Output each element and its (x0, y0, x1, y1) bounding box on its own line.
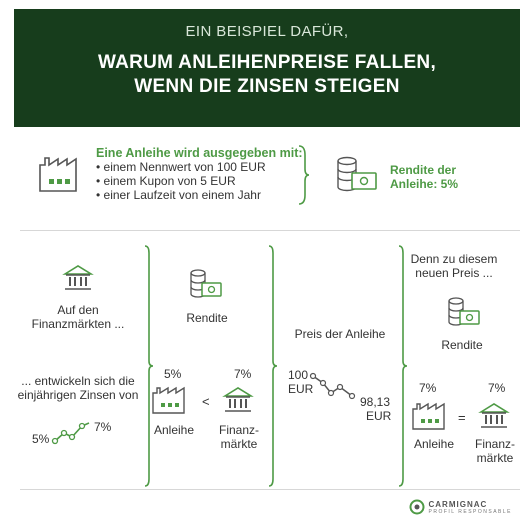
col1-rate-to: 7% (94, 420, 112, 434)
intro-bullet-2: • einem Kupon von 5 EUR (96, 174, 236, 188)
col4-left-percent: 7% (419, 381, 437, 395)
col3-divider-brace (398, 245, 408, 487)
carmignac-logo: CARMIGNAC PROFIL RESPONSABLE (409, 499, 513, 515)
col4-right-percent: 7% (488, 381, 506, 395)
brand-tagline: PROFIL RESPONSABLE (428, 508, 512, 515)
intro-bullet-3: • einer Laufzeit von einem Jahr (96, 188, 261, 202)
header-title: WARUM ANLEIHENPREISE FALLEN, WENN DIE ZI… (14, 51, 520, 99)
col2-divider-brace (268, 245, 278, 487)
col2-coins-money-icon (190, 269, 222, 298)
col2-factory-icon (152, 386, 185, 414)
col4-equals-operator: = (458, 410, 466, 425)
col2-finanz-line2: märkte (220, 437, 258, 451)
col4-intro-line1: Denn zu diesem (410, 252, 498, 266)
col1-development-text: ... entwickeln sich die einjährigen Zins… (16, 374, 140, 402)
col4-factory-icon (412, 402, 445, 430)
footer-divider (20, 489, 520, 490)
col2-bank-building-icon (222, 387, 254, 412)
intro-bullet-1: • einem Nennwert von 100 EUR (96, 160, 266, 174)
col4-bank-building-icon (478, 403, 510, 428)
col4-rendite-label: Rendite (441, 338, 483, 352)
header-title-line2: WENN DIE ZINSEN STEIGEN (134, 76, 400, 97)
col1-label-line2: Finanzmärkten ... (31, 317, 125, 331)
col1-label-line1: Auf den (57, 303, 99, 317)
col3-start-value: 100 (288, 368, 309, 382)
col4-finanz-line2: märkte (476, 451, 514, 465)
col4-anleihe-label: Anleihe (414, 437, 455, 451)
col2-left-percent: 5% (164, 367, 182, 381)
col2-less-than-operator: < (202, 394, 210, 409)
col1-divider-brace (144, 245, 154, 487)
col2-right-percent: 7% (234, 367, 252, 381)
col1-label: Auf den Finanzmärkten ... (23, 303, 133, 331)
col2-anleihe-label: Anleihe (154, 423, 195, 437)
header-banner: EIN BEISPIEL DAFÜR, WARUM ANLEIHENPREISE… (14, 9, 520, 127)
col1-rate-from: 5% (32, 432, 50, 446)
col1-dev-line1: ... entwickeln sich die (21, 374, 135, 388)
factory-icon (39, 157, 77, 192)
col4-coins-money-icon (448, 297, 480, 326)
falling-price-line-icon (309, 372, 356, 400)
col2-rendite-label: Rendite (186, 311, 228, 325)
col4-intro-text: Denn zu diesem neuen Preis ... (406, 252, 502, 280)
header-title-line1: WARUM ANLEIHENPREISE FALLEN, (97, 52, 437, 73)
intro-rendite-line2: Anleihe: 5% (390, 177, 459, 191)
col2-finanzmaerkte-label: Finanz- märkte (214, 423, 264, 451)
col2-finanz-line1: Finanz- (218, 423, 259, 437)
header-kicker: EIN BEISPIEL DAFÜR, (185, 23, 349, 40)
carmignac-logo-text: CARMIGNAC PROFIL RESPONSABLE (429, 500, 513, 515)
intro-rendite-line1: Rendite der (390, 163, 457, 177)
col4-intro-line2: neuen Preis ... (415, 266, 493, 280)
section-divider (20, 230, 520, 231)
carmignac-logo-mark-icon (409, 499, 424, 515)
col3-start-unit: EUR (288, 382, 314, 396)
bank-building-icon (62, 265, 94, 290)
coins-money-icon (337, 156, 377, 192)
col3-price-label: Preis der Anleihe (294, 327, 386, 341)
col4-finanzmaerkte-label: Finanz- märkte (470, 437, 520, 465)
col4-finanz-line1: Finanz- (474, 437, 515, 451)
intro-brace (298, 145, 310, 205)
brand-name: CARMIGNAC (428, 499, 488, 509)
col3-end-value: 98,13 (360, 395, 391, 409)
col1-dev-line2: einjährigen Zinsen von (17, 388, 139, 402)
intro-heading: Eine Anleihe wird ausgegeben mit: (96, 146, 303, 160)
rising-rate-line-icon (51, 422, 90, 445)
infographic-card: EIN BEISPIEL DAFÜR, WARUM ANLEIHENPREISE… (14, 9, 520, 521)
col3-end-unit: EUR (366, 409, 392, 423)
